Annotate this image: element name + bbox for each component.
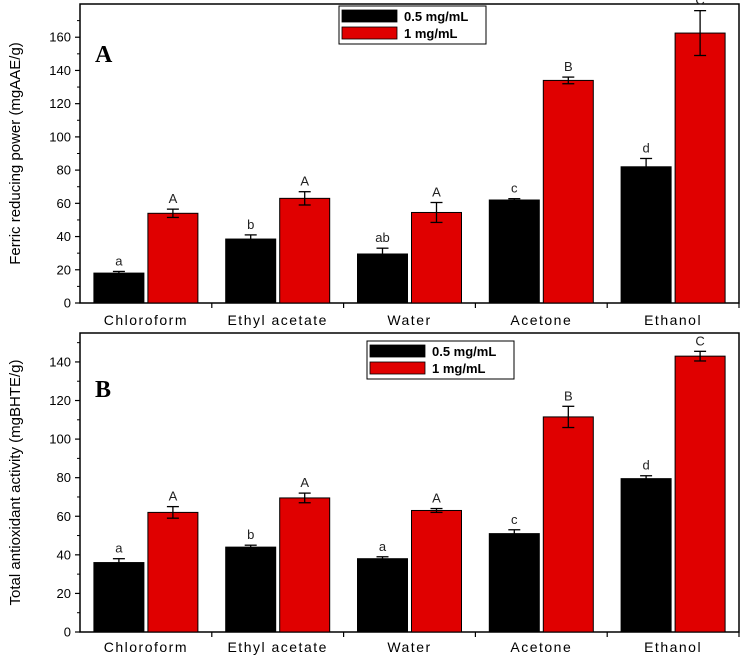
y-tick-label: 160 — [49, 30, 71, 45]
y-tick-label: 80 — [57, 163, 71, 178]
x-tick-label: Water — [387, 312, 431, 328]
plot-frame — [79, 332, 740, 633]
bar-high-dose — [147, 511, 199, 633]
significance-label: A — [300, 174, 309, 189]
significance-label: C — [695, 0, 704, 8]
bar-high-dose — [674, 32, 726, 304]
bar-high-dose — [147, 212, 199, 304]
x-tick-label: Ethanol — [644, 639, 702, 655]
panel-letter: A — [95, 42, 113, 68]
significance-label: a — [115, 541, 123, 556]
bar-low-dose — [488, 199, 540, 304]
significance-label: c — [511, 512, 518, 527]
panel-letter: B — [95, 377, 111, 403]
y-tick-label: 40 — [57, 229, 71, 244]
x-tick-label: Acetone — [510, 312, 572, 328]
significance-label: B — [564, 388, 573, 403]
y-axis-label: Total antioxidant activity (mgBHTE/g) — [7, 360, 24, 606]
y-axis-label: Ferric reducing power (mgAAE/g) — [7, 42, 24, 265]
significance-label: b — [247, 217, 254, 232]
x-tick-label: Chloroform — [104, 312, 188, 328]
chart-panel-A: 0 20 40 60 80 100 120 140 160 Ferric reducing pow… — [7, 0, 740, 328]
bar-low-dose — [620, 478, 672, 633]
x-tick-label: Ethanol — [644, 312, 702, 328]
bar-low-dose — [225, 546, 277, 633]
y-tick-label: 40 — [57, 547, 71, 562]
significance-label: d — [642, 458, 649, 473]
chart-panel-B: 0 20 40 60 80 100 120 140 Total antioxidant acti… — [7, 332, 740, 655]
bar-high-dose — [542, 416, 594, 633]
bar-high-dose — [411, 211, 462, 304]
y-tick-label: 120 — [49, 96, 71, 111]
significance-label: A — [300, 475, 309, 490]
bar-low-dose — [225, 238, 277, 304]
significance-label: A — [432, 491, 441, 506]
x-tick-label: Chloroform — [104, 639, 188, 655]
y-tick-label: 120 — [49, 393, 71, 408]
significance-label: d — [642, 140, 649, 155]
x-tick-label: Water — [387, 639, 431, 655]
y-tick-label: 100 — [49, 432, 71, 447]
bar-low-dose — [93, 562, 145, 633]
y-tick-label: 80 — [57, 470, 71, 485]
significance-label: b — [247, 527, 254, 542]
legend-swatch — [341, 9, 398, 23]
significance-label: c — [511, 181, 518, 196]
y-tick-label: 20 — [57, 262, 71, 277]
bar-low-dose — [357, 253, 408, 304]
legend-label: 1 mg/mL — [432, 361, 486, 376]
y-tick-label: 0 — [64, 296, 71, 311]
y-tick-label: 100 — [49, 129, 71, 144]
bar-high-dose — [279, 497, 331, 633]
significance-label: B — [564, 59, 573, 74]
significance-label: a — [115, 253, 123, 268]
bar-high-dose — [674, 355, 726, 633]
significance-label: ab — [375, 230, 389, 245]
y-tick-label: 0 — [64, 625, 71, 640]
x-tick-label: Ethyl acetate — [227, 639, 327, 655]
significance-label: A — [432, 185, 441, 200]
bar-high-dose — [411, 509, 462, 633]
y-tick-label: 60 — [57, 509, 71, 524]
bar-high-dose — [542, 79, 594, 304]
significance-label: a — [379, 539, 387, 554]
legend-label: 0.5 mg/mL — [404, 9, 468, 24]
y-tick-label: 140 — [49, 354, 71, 369]
x-tick-label: Ethyl acetate — [227, 312, 327, 328]
bar-low-dose — [488, 533, 540, 633]
legend-label: 1 mg/mL — [404, 26, 458, 41]
bar-low-dose — [357, 558, 408, 633]
bar-low-dose — [93, 272, 145, 304]
significance-label: A — [169, 489, 178, 504]
x-tick-label: Acetone — [510, 639, 572, 655]
significance-label: A — [169, 191, 178, 206]
legend-label: 0.5 mg/mL — [432, 344, 496, 359]
bar-low-dose — [620, 166, 672, 304]
legend-swatch — [341, 26, 398, 40]
significance-label: C — [695, 333, 704, 348]
y-tick-label: 60 — [57, 196, 71, 211]
y-tick-label: 20 — [57, 586, 71, 601]
legend-swatch — [369, 344, 426, 358]
y-tick-label: 140 — [49, 63, 71, 78]
legend-swatch — [369, 361, 426, 375]
bar-high-dose — [279, 197, 331, 304]
